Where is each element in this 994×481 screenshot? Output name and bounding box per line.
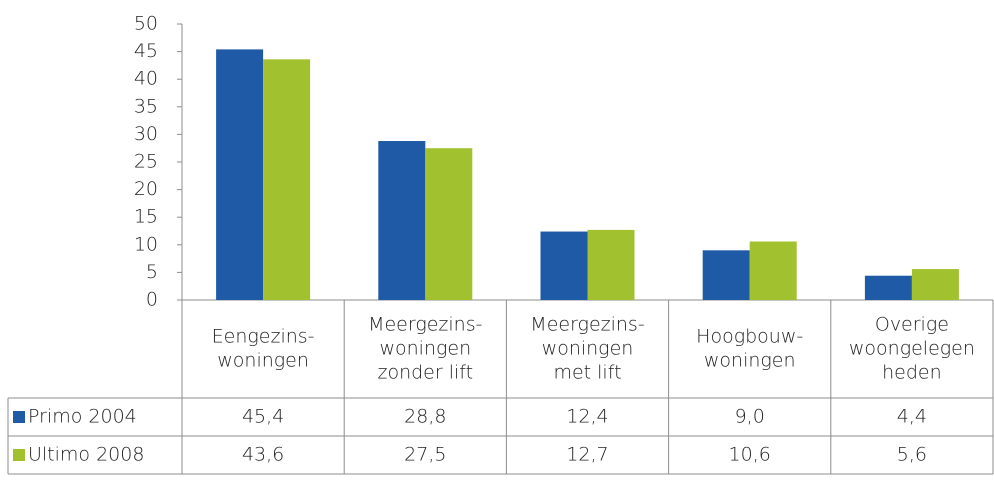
legend-swatch	[13, 449, 25, 461]
x-tick-label: heden	[882, 362, 942, 384]
y-tick-label: 5	[146, 261, 158, 283]
bar	[263, 59, 311, 300]
table-value: 12,4	[566, 406, 608, 428]
table-value: 28,8	[404, 406, 446, 428]
y-tick-label: 0	[146, 289, 158, 311]
bar	[864, 275, 912, 300]
bar	[425, 148, 473, 300]
bar	[587, 229, 635, 300]
legend-swatch	[13, 411, 25, 423]
table-value: 12,7	[566, 444, 608, 466]
y-tick-label: 15	[134, 206, 158, 228]
table-value: 45,4	[242, 406, 284, 428]
table-value: 9,0	[735, 406, 765, 428]
x-tick-label: woongelegen	[849, 338, 975, 360]
y-tick-label: 50	[134, 13, 158, 35]
table-value: 43,6	[242, 444, 284, 466]
y-tick-label: 10	[134, 233, 158, 255]
x-tick-label: Meergezins-	[368, 314, 482, 336]
bar	[702, 250, 750, 300]
x-tick-label: woningen	[379, 338, 471, 360]
x-tick-label: woningen	[704, 350, 796, 372]
bar	[911, 269, 959, 300]
y-tick-label: 45	[134, 40, 158, 62]
y-tick-label: 40	[134, 68, 158, 90]
table-value: 4,4	[897, 406, 927, 428]
legend-label: Primo 2004	[28, 406, 137, 428]
x-tick-label: Hoogbouw-	[696, 326, 803, 348]
table-value: 5,6	[897, 444, 927, 466]
y-tick-label: 35	[134, 95, 158, 117]
x-tick-label: woningen	[542, 338, 634, 360]
y-tick-label: 20	[134, 178, 158, 200]
x-tick-label: Eengezins-	[212, 326, 315, 348]
bar	[540, 231, 588, 300]
bar	[378, 141, 426, 300]
y-tick-label: 25	[134, 151, 158, 173]
x-tick-label: Meergezins-	[530, 314, 644, 336]
y-tick-label: 30	[134, 123, 158, 145]
x-tick-label: woningen	[217, 350, 309, 372]
x-tick-label: zonder lift	[377, 362, 473, 384]
table-value: 10,6	[729, 444, 771, 466]
x-tick-label: met lift	[553, 362, 621, 384]
bar	[216, 49, 264, 300]
x-tick-label: Overige	[875, 314, 949, 336]
legend-label: Ultimo 2008	[28, 444, 144, 466]
table-value: 27,5	[404, 444, 446, 466]
bar	[749, 241, 797, 300]
